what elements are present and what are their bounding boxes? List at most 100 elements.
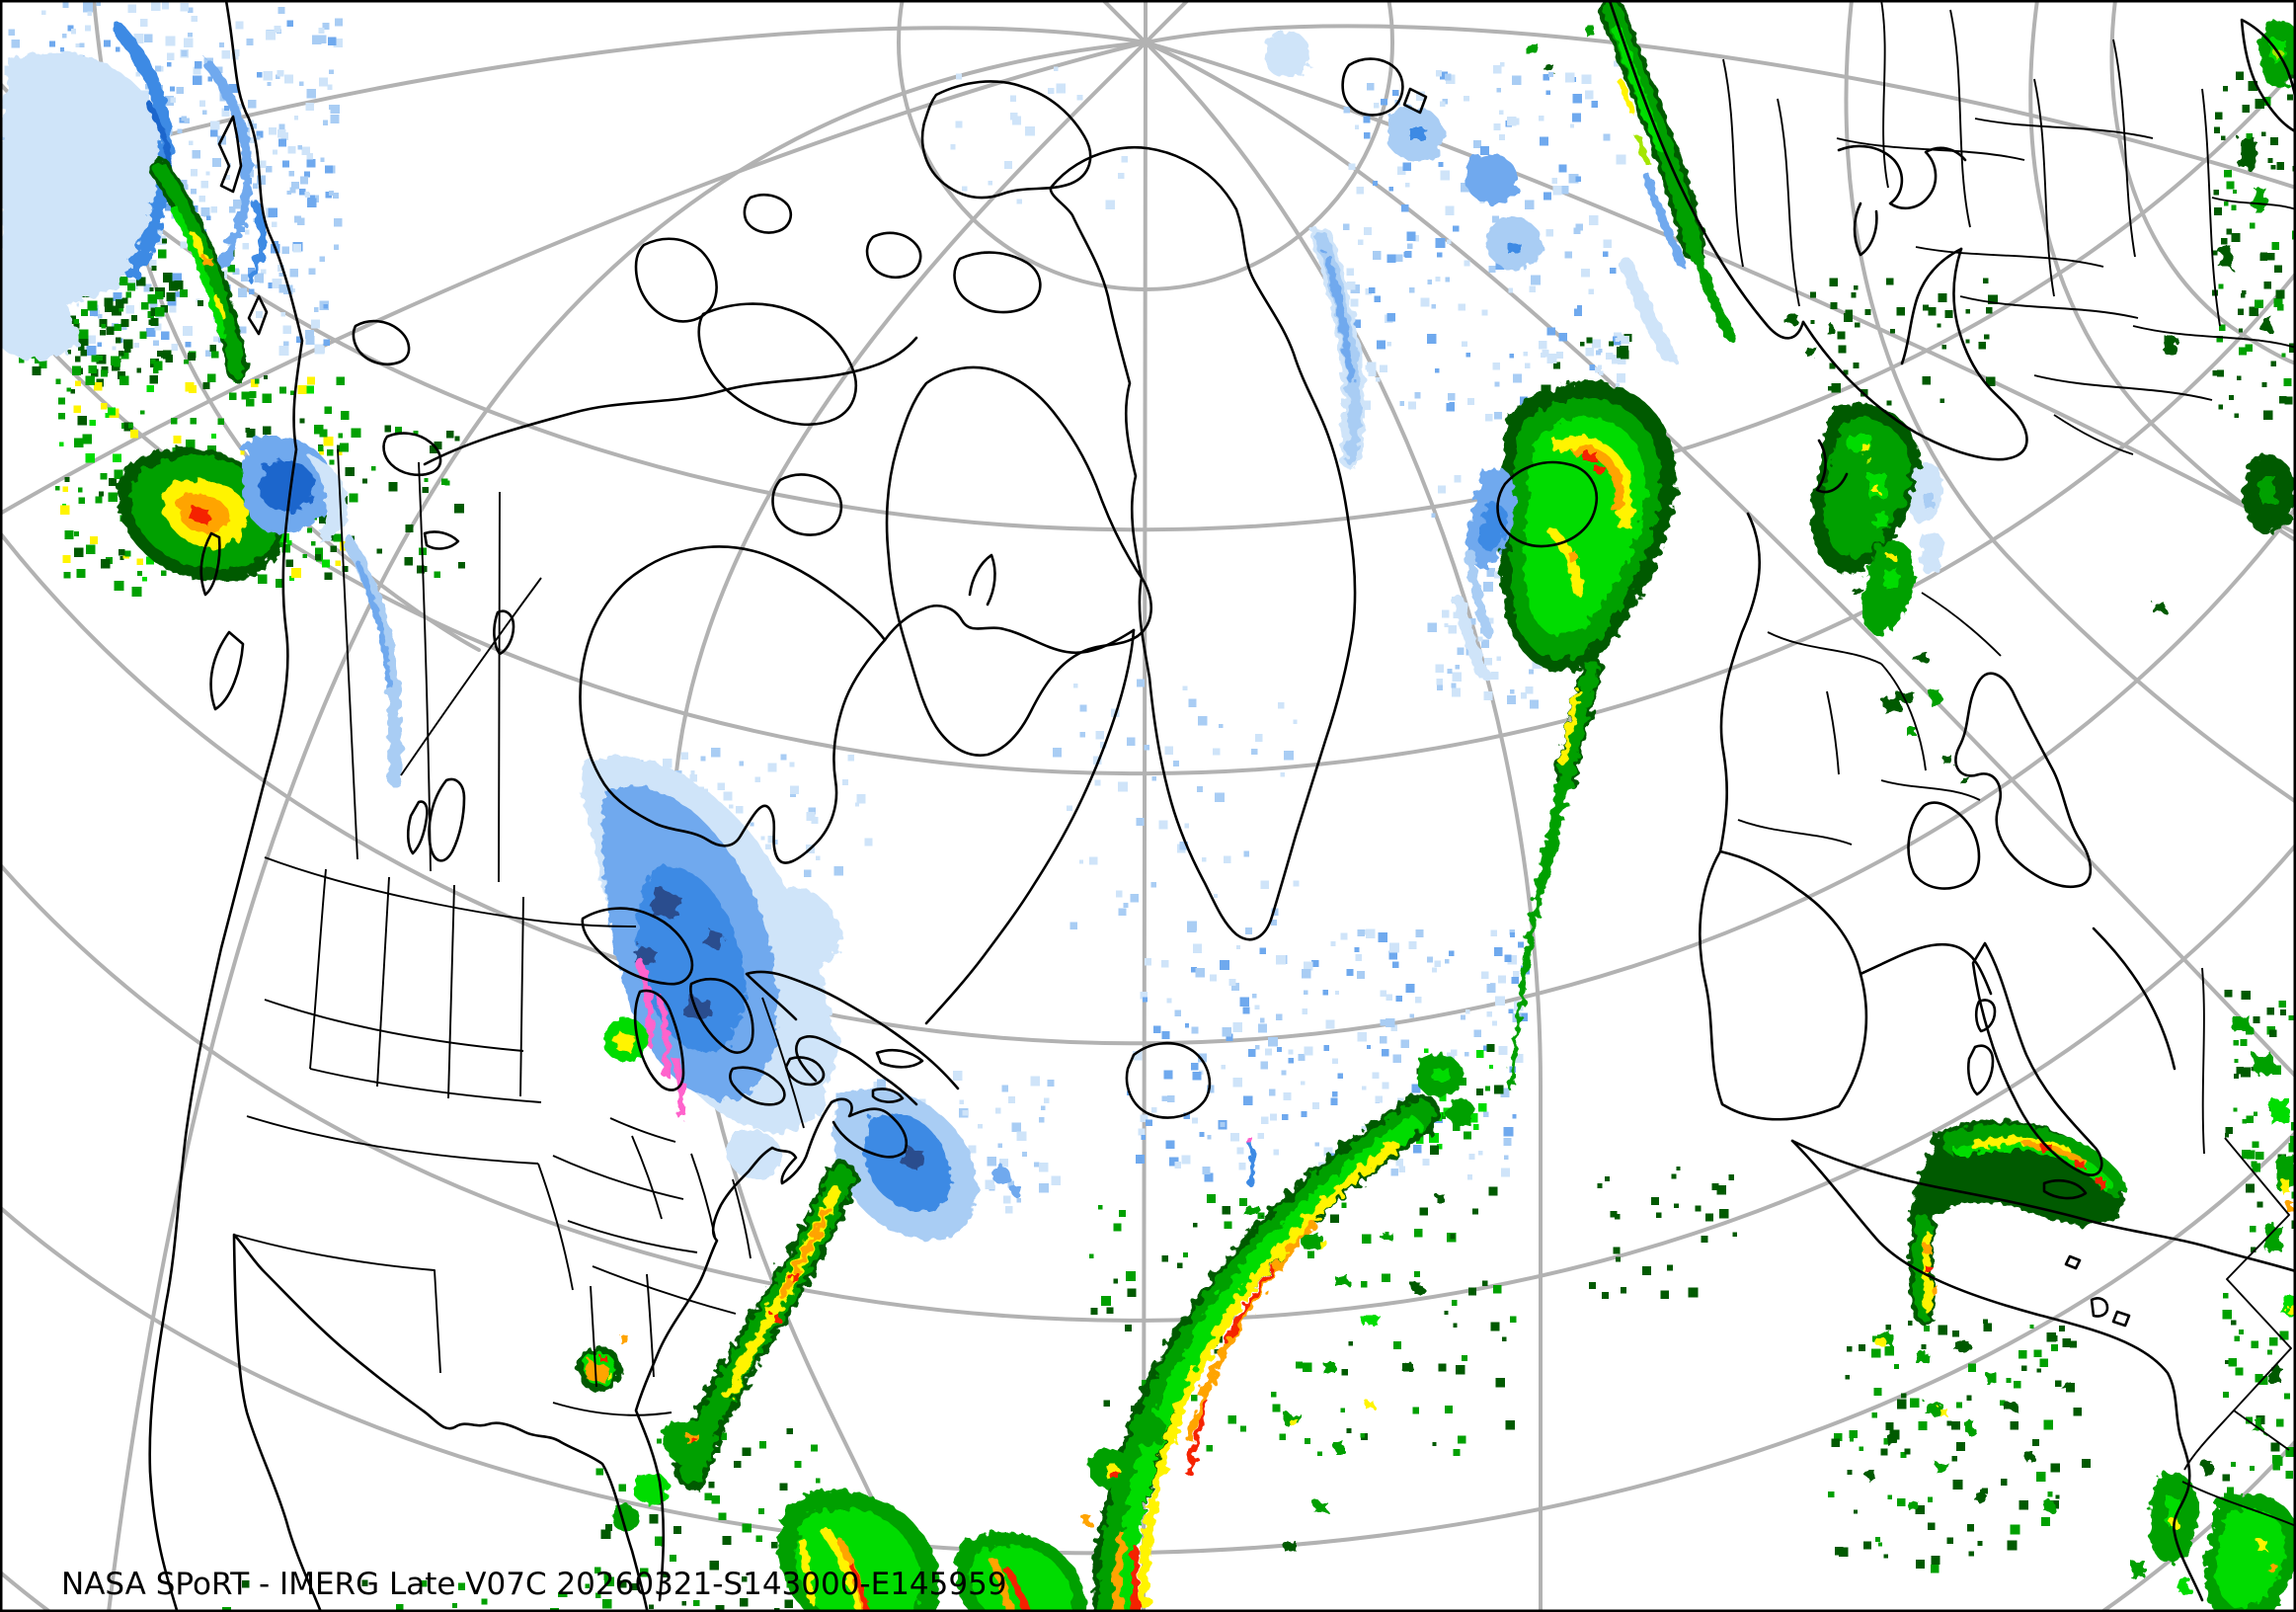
precip-speckle	[1346, 282, 1356, 290]
precip-speckle	[968, 1145, 977, 1154]
precip-speckle	[772, 839, 778, 845]
precip-band	[1454, 597, 1489, 680]
coastline	[423, 336, 918, 466]
precip-speckle	[162, 2, 169, 10]
precip-speckle	[1366, 928, 1376, 938]
precip-speckle	[1464, 95, 1469, 102]
precip-speckle	[1930, 1565, 1940, 1573]
precip-cell	[1410, 128, 1426, 140]
precip-speckle	[950, 144, 956, 150]
precip-speckle	[2256, 1201, 2263, 1208]
precip-cell	[2240, 138, 2256, 168]
coastline	[1790, 1139, 2204, 1602]
precip-speckle	[171, 284, 178, 291]
precip-speckle	[1468, 1287, 1477, 1296]
precip-speckle	[99, 319, 108, 327]
precip-speckle	[1113, 1223, 1122, 1232]
precip-speckle	[1366, 362, 1377, 372]
precip-speckle	[434, 442, 442, 450]
precip-speckle	[318, 449, 325, 455]
precip-blob	[0, 237, 79, 361]
precip-speckle	[1831, 1438, 1840, 1447]
precip-speckle	[119, 548, 125, 556]
precip-speckle	[789, 762, 795, 767]
precip-speckle	[1603, 133, 1611, 141]
precip-speckle	[127, 4, 137, 14]
precip-speckle	[286, 540, 292, 545]
coastline	[871, 1088, 905, 1103]
precip-speckle	[2233, 1040, 2239, 1046]
precip-speckle	[1379, 1036, 1387, 1044]
precip-speckle	[2248, 81, 2258, 91]
precip-speckle	[446, 431, 454, 439]
precip-speckle	[300, 176, 309, 185]
precip-speckle	[78, 336, 89, 347]
precip-speckle	[1341, 1369, 1348, 1376]
precip-blob	[1447, 1098, 1475, 1126]
precip-speckle	[1466, 1174, 1472, 1180]
precip-speckle	[1498, 133, 1505, 140]
precip-speckle	[1304, 1046, 1313, 1056]
precip-speckle	[2062, 1338, 2072, 1347]
precip-speckle	[1455, 665, 1460, 670]
precip-speckle	[1437, 485, 1446, 494]
precip-speckle	[1915, 1559, 1925, 1569]
precip-speckle	[1843, 369, 1849, 375]
precip-speckle	[112, 346, 117, 351]
precip-speckle	[1388, 950, 1398, 960]
coastline	[217, 115, 243, 194]
precip-speckle	[1183, 1251, 1189, 1257]
precip-speckle	[1213, 893, 1219, 899]
precip-speckle	[244, 229, 250, 235]
coastline	[953, 251, 1042, 314]
precip-speckle	[139, 19, 148, 28]
precip-speckle	[1923, 1325, 1931, 1332]
precip-speckle	[74, 356, 81, 363]
precip-blob	[1465, 153, 1519, 204]
border-line	[2201, 967, 2205, 1155]
precip-speckle	[253, 217, 258, 222]
precip-speckle	[1271, 920, 1277, 926]
precip-speckle	[205, 350, 212, 358]
precip-speckle	[1937, 323, 1941, 328]
border-line	[2201, 88, 2221, 327]
political-borders	[233, 0, 2296, 1527]
precip-speckle	[1277, 1046, 1283, 1052]
precip-cell	[1908, 1501, 1918, 1509]
precip-speckle	[1302, 969, 1311, 979]
precip-speckle	[1462, 341, 1467, 347]
precip-speckle	[670, 1555, 676, 1562]
precip-speckle	[1918, 1421, 1928, 1431]
precip-speckle	[1406, 231, 1416, 241]
precip-speckle	[1445, 1405, 1454, 1413]
precip-cell	[1437, 1195, 1446, 1203]
precip-speckle	[2019, 1350, 2027, 1359]
precip-speckle	[115, 337, 121, 344]
precip-cell	[2024, 1452, 2034, 1460]
precip-speckle	[1573, 227, 1581, 234]
precip-speckle	[1252, 994, 1257, 999]
precip-speckle	[854, 802, 859, 807]
precip-speckle	[2235, 1367, 2244, 1376]
precip-speckle	[1239, 997, 1249, 1007]
precip-speckle	[1480, 146, 1490, 155]
precip-speckle	[181, 49, 188, 56]
precip-speckle	[1354, 946, 1360, 952]
precip-speckle	[1247, 1049, 1256, 1057]
coastline	[428, 777, 466, 862]
precip-speckle	[1380, 1018, 1387, 1026]
precip-speckle	[1375, 1095, 1384, 1103]
precip-speckle	[1426, 334, 1437, 344]
precip-speckle	[185, 382, 195, 392]
precip-speckle	[2270, 1442, 2280, 1452]
coastline	[581, 907, 694, 986]
precip-speckle	[742, 1447, 752, 1457]
precip-speckle	[335, 560, 342, 567]
precip-speckle	[89, 419, 96, 427]
precip-speckle	[75, 380, 81, 387]
precip-speckle	[211, 351, 219, 359]
precip-speckle	[2235, 71, 2245, 80]
precip-speckle	[1257, 1212, 1265, 1219]
precip-speckle	[35, 357, 41, 363]
precip-speckle	[58, 442, 64, 446]
